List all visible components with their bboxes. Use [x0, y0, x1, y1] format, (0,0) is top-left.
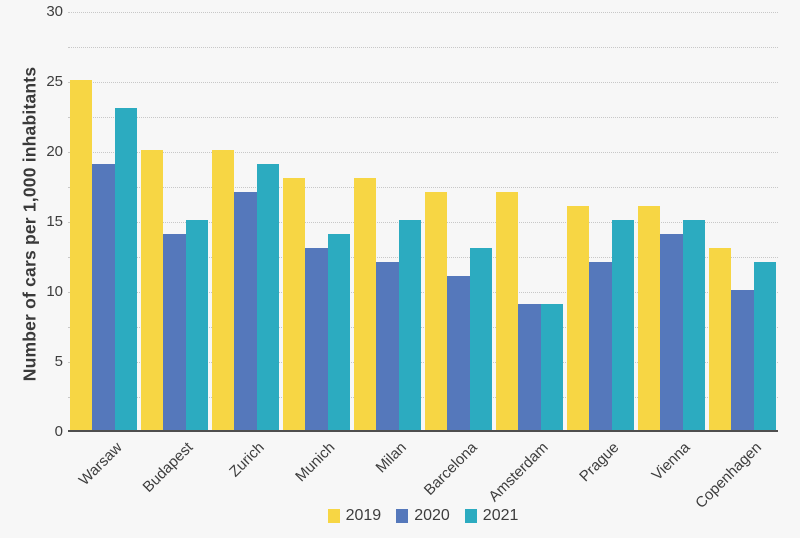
- bar-2019-budapest: [140, 150, 164, 430]
- bar-2021-budapest: [185, 220, 209, 430]
- legend-label: 2021: [482, 507, 519, 524]
- bar-2021-barcelona: [469, 248, 493, 430]
- bar-2020-warsaw: [92, 164, 115, 430]
- legend-label: 2020: [414, 507, 450, 524]
- x-tick-label-vienna: Vienna: [648, 439, 694, 484]
- y-tick-label: 25: [46, 73, 63, 90]
- bar-2021-warsaw: [114, 108, 138, 430]
- x-tick-label-amsterdam: Amsterdam: [485, 439, 552, 506]
- bar-group-amsterdam: [494, 12, 565, 430]
- bar-2020-zurich: [234, 192, 257, 430]
- y-tick-label: 15: [46, 213, 63, 230]
- bar-2021-prague: [611, 220, 635, 430]
- legend-swatch-2019: [327, 509, 340, 523]
- bar-series-container: [68, 12, 778, 430]
- gridline: [68, 117, 778, 118]
- bar-2020-amsterdam: [518, 304, 541, 430]
- bar-2021-vienna: [682, 220, 706, 430]
- bar-2019-milan: [353, 178, 377, 430]
- bar-2019-zurich: [211, 150, 235, 430]
- legend-swatch-2020: [396, 509, 409, 523]
- y-tick-label: 20: [46, 143, 63, 160]
- bar-group-munich: [281, 12, 352, 430]
- y-tick-label: 10: [46, 283, 63, 300]
- gridline: [68, 12, 778, 13]
- bar-2019-prague: [566, 206, 590, 430]
- bar-2021-zurich: [256, 164, 280, 430]
- bar-group-barcelona: [423, 12, 494, 430]
- legend-item-2019: 2019: [327, 507, 382, 525]
- bar-group-budapest: [139, 12, 210, 430]
- bar-2019-copenhagen: [708, 248, 732, 430]
- bar-group-vienna: [636, 12, 707, 430]
- x-tick-label-barcelona: Barcelona: [420, 439, 481, 499]
- gridline: [68, 152, 778, 153]
- gridline: [68, 47, 778, 48]
- y-axis-tick-labels: 0 5 10 15 20 25 30: [0, 0, 63, 450]
- legend-label: 2019: [345, 507, 382, 524]
- gridline: [68, 187, 778, 188]
- y-tick-label: 5: [54, 353, 63, 370]
- gridline: [68, 397, 778, 398]
- plot-area: [68, 12, 778, 432]
- bar-2019-vienna: [637, 206, 661, 430]
- bar-2020-barcelona: [447, 276, 470, 430]
- bar-2021-amsterdam: [540, 304, 564, 430]
- bar-group-warsaw: [68, 12, 139, 430]
- gridline: [68, 257, 778, 258]
- gridline: [68, 327, 778, 328]
- x-tick-label-milan: Milan: [372, 439, 410, 477]
- bar-2021-copenhagen: [753, 262, 777, 430]
- bar-group-zurich: [210, 12, 281, 430]
- x-tick-label-munich: Munich: [292, 439, 339, 486]
- bar-2020-copenhagen: [731, 290, 754, 430]
- legend: 2019 2020 2021: [68, 507, 778, 525]
- bar-2020-munich: [305, 248, 328, 430]
- bar-group-milan: [352, 12, 423, 430]
- gridline: [68, 362, 778, 363]
- bar-2020-vienna: [660, 234, 683, 430]
- bar-2019-barcelona: [424, 192, 448, 430]
- bar-2020-prague: [589, 262, 612, 430]
- x-tick-label-prague: Prague: [576, 439, 623, 486]
- x-tick-label-copenhagen: Copenhagen: [691, 439, 765, 512]
- y-tick-label: 0: [54, 423, 63, 440]
- legend-item-2020: 2020: [396, 507, 450, 525]
- x-tick-label-zurich: Zurich: [226, 439, 268, 481]
- bar-2020-milan: [376, 262, 399, 430]
- x-tick-label-warsaw: Warsaw: [75, 439, 126, 489]
- bar-2021-milan: [398, 220, 422, 430]
- legend-item-2021: 2021: [464, 507, 519, 525]
- legend-swatch-2021: [464, 509, 477, 523]
- bar-2019-amsterdam: [495, 192, 519, 430]
- bar-group-prague: [565, 12, 636, 430]
- bar-2021-munich: [327, 234, 351, 430]
- bar-2019-munich: [282, 178, 306, 430]
- gridline: [68, 82, 778, 83]
- y-tick-label: 30: [46, 3, 63, 20]
- x-tick-label-budapest: Budapest: [139, 439, 197, 496]
- bar-2019-warsaw: [69, 80, 93, 430]
- gridline: [68, 222, 778, 223]
- bar-2020-budapest: [163, 234, 186, 430]
- gridline: [68, 292, 778, 293]
- bar-group-copenhagen: [707, 12, 778, 430]
